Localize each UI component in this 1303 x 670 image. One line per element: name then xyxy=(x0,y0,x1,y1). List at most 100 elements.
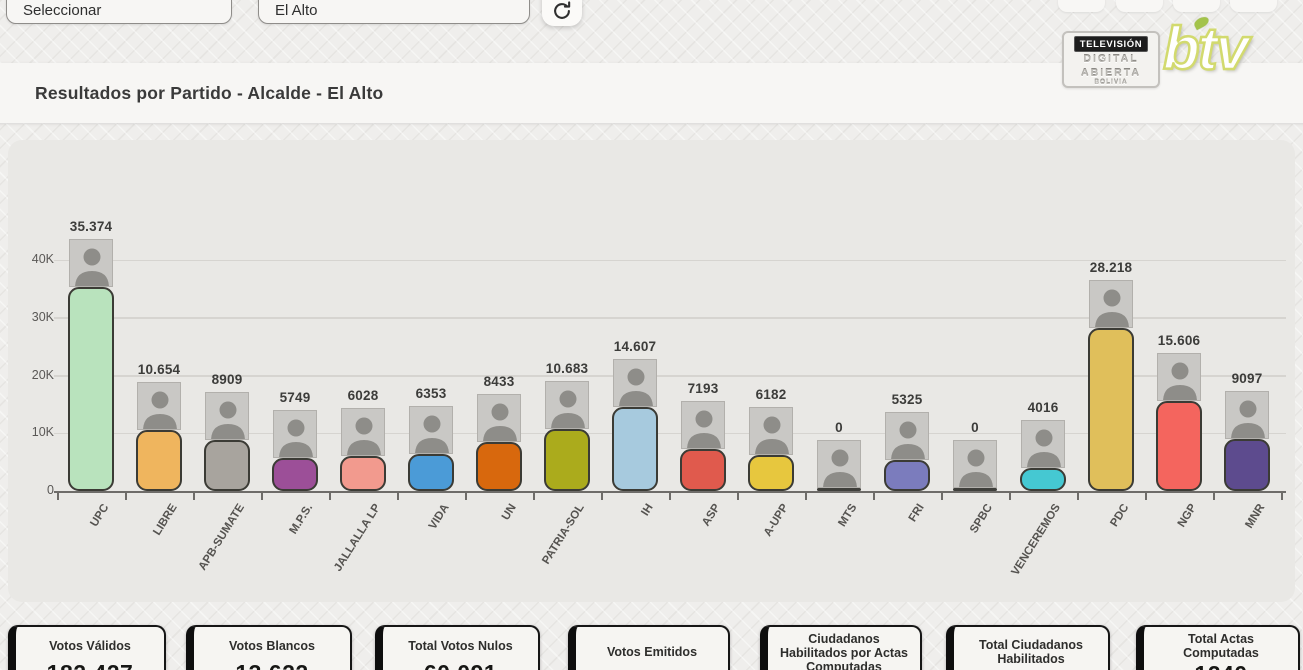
bar-mnr[interactable] xyxy=(1224,439,1270,491)
x-axis-category-label: UPC xyxy=(88,502,112,529)
candidate-photo xyxy=(613,359,657,407)
zero-bar xyxy=(953,487,997,491)
top-button-stub[interactable] xyxy=(1173,0,1220,12)
bar-value-label: 5749 xyxy=(279,390,311,405)
filter-select-region[interactable]: Seleccionar xyxy=(6,0,232,24)
bar-libre[interactable] xyxy=(136,430,182,491)
bar-pdc[interactable] xyxy=(1088,328,1134,491)
bar-jallalla-lp[interactable] xyxy=(340,456,386,491)
bar-value-label: 9097 xyxy=(1231,371,1263,386)
bar-vida[interactable] xyxy=(408,454,454,491)
btv-logo: btv xyxy=(1162,14,1251,84)
candidate-photo xyxy=(885,412,929,460)
y-axis-tick-label: 0 xyxy=(47,483,54,497)
person-silhouette-icon xyxy=(682,402,724,448)
axis-tick xyxy=(941,493,943,500)
bar-upc[interactable] xyxy=(68,287,114,491)
x-axis-category-label: VIDA xyxy=(426,502,452,532)
bar-value-label: 28.218 xyxy=(1089,260,1133,275)
candidate-photo xyxy=(1021,420,1065,468)
axis-tick xyxy=(1009,493,1011,500)
bar-value-label: 4016 xyxy=(1027,400,1059,415)
page-title: Resultados por Partido - Alcalde - El Al… xyxy=(35,83,384,103)
person-silhouette-icon xyxy=(274,411,316,457)
bar-value-label: 7193 xyxy=(687,381,719,396)
x-axis-category-label: UN xyxy=(500,502,520,523)
gridline xyxy=(54,432,1286,435)
select-city-value: El Alto xyxy=(275,1,318,19)
summary-card-value: 13.622 xyxy=(235,660,308,670)
bar-m-p-s-[interactable] xyxy=(272,458,318,491)
axis-tick xyxy=(1281,493,1283,500)
candidate-photo xyxy=(1089,280,1133,328)
candidate-photo xyxy=(749,407,793,455)
x-axis-category-label: MNR xyxy=(1243,502,1268,531)
bar-value-label: 15.606 xyxy=(1157,333,1201,348)
person-silhouette-icon xyxy=(1226,392,1268,438)
top-button-stub[interactable] xyxy=(1230,0,1277,12)
axis-tick xyxy=(533,493,535,500)
x-axis-category-label: SPBC xyxy=(968,502,996,536)
candidate-photo xyxy=(341,408,385,456)
summary-card-label: Total Actas Computadas xyxy=(1183,632,1259,660)
top-button-stub[interactable] xyxy=(1116,0,1163,12)
x-axis-category-label: M.P.S. xyxy=(287,502,316,537)
axis-tick xyxy=(737,493,739,500)
top-button-stub[interactable] xyxy=(1058,0,1105,12)
badge-bolivia-label: BOLIVIA xyxy=(1094,79,1128,86)
bar-venceremos[interactable] xyxy=(1020,468,1066,491)
candidate-photo xyxy=(681,401,725,449)
axis-tick xyxy=(193,493,195,500)
candidate-photo xyxy=(137,382,181,430)
gridline xyxy=(54,375,1286,377)
refresh-button[interactable] xyxy=(542,0,582,26)
summary-card: Total Ciudadanos Habilitados xyxy=(946,625,1110,670)
bar-value-label: 8433 xyxy=(483,374,515,389)
person-silhouette-icon xyxy=(546,382,588,428)
gridline xyxy=(54,259,1286,262)
badge-abierta-label: ABIERTA xyxy=(1081,66,1141,79)
filter-select-city[interactable]: El Alto xyxy=(258,0,530,24)
axis-tick xyxy=(1077,493,1079,500)
bar-value-label: 0 xyxy=(835,420,843,435)
person-silhouette-icon xyxy=(954,441,996,487)
bar-fri[interactable] xyxy=(884,460,930,491)
bar-patria-sol[interactable] xyxy=(544,429,590,491)
bar-value-label: 14.607 xyxy=(613,339,657,354)
candidate-photo xyxy=(545,381,589,429)
x-axis-category-label: PATRIA-SOL xyxy=(540,502,588,567)
candidate-photo xyxy=(273,410,317,458)
summary-card: Votos Emitidos xyxy=(568,625,730,670)
x-axis-category-label: JALLALLA LP xyxy=(332,502,384,574)
bar-ngp[interactable] xyxy=(1156,401,1202,491)
bar-apb-sumate[interactable] xyxy=(204,440,250,491)
candidate-photo xyxy=(817,440,861,488)
bar-asp[interactable] xyxy=(680,449,726,491)
bar-ih[interactable] xyxy=(612,407,658,491)
candidate-photo xyxy=(1225,391,1269,439)
summary-card: Votos Blancos 13.622 xyxy=(186,625,352,670)
y-axis-tick-label: 40K xyxy=(31,252,54,267)
x-axis-line xyxy=(54,491,1286,493)
badge-digital-label: DIGITAL xyxy=(1083,53,1139,65)
zero-bar xyxy=(817,487,861,491)
gridline xyxy=(54,317,1286,319)
bar-value-label: 6353 xyxy=(415,386,447,401)
x-axis-category-label: A-UPP xyxy=(762,502,792,539)
person-silhouette-icon xyxy=(478,395,520,441)
bar-a-upp[interactable] xyxy=(748,455,794,491)
btv-logo-text: btv xyxy=(1162,14,1251,84)
bar-un[interactable] xyxy=(476,442,522,491)
bar-value-label: 8909 xyxy=(211,372,243,387)
x-axis-category-label: FRI xyxy=(907,502,928,525)
x-axis-category-label: VENCEREMOS xyxy=(1009,502,1064,578)
select-region-value: Seleccionar xyxy=(23,1,102,19)
summary-card: Total Votos Nulos 60.091 xyxy=(375,625,540,670)
axis-tick xyxy=(1145,493,1147,500)
summary-card-label: Ciudadanos Habilitados por Actas Computa… xyxy=(779,632,909,670)
candidate-photo xyxy=(477,394,521,442)
person-silhouette-icon xyxy=(70,240,112,286)
summary-card-label: Total Ciudadanos Habilitados xyxy=(979,638,1083,666)
x-axis-category-label: ASP xyxy=(700,502,724,529)
